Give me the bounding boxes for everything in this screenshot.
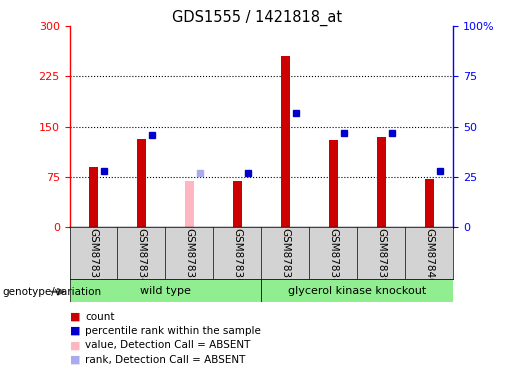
Bar [261, 279, 453, 302]
Text: GSM87836: GSM87836 [232, 228, 243, 285]
Text: GSM87833: GSM87833 [89, 228, 98, 285]
Bar [185, 182, 194, 227]
Bar [281, 56, 289, 227]
Text: percentile rank within the sample: percentile rank within the sample [85, 326, 261, 336]
Text: rank, Detection Call = ABSENT: rank, Detection Call = ABSENT [85, 355, 245, 364]
Text: GSM87834: GSM87834 [136, 228, 146, 285]
Text: ■: ■ [70, 355, 80, 364]
Text: GSM87835: GSM87835 [184, 228, 195, 285]
Text: ■: ■ [70, 326, 80, 336]
Text: ■: ■ [70, 340, 80, 350]
Bar [137, 139, 146, 227]
Bar [329, 140, 338, 227]
Text: GDS1555 / 1421818_at: GDS1555 / 1421818_at [173, 9, 342, 26]
Bar [377, 136, 386, 227]
Text: value, Detection Call = ABSENT: value, Detection Call = ABSENT [85, 340, 250, 350]
Text: glycerol kinase knockout: glycerol kinase knockout [288, 286, 426, 296]
Text: count: count [85, 312, 114, 322]
Bar [233, 182, 242, 227]
Bar [89, 166, 98, 227]
Text: wild type: wild type [140, 286, 191, 296]
Text: GSM87840: GSM87840 [424, 228, 434, 285]
Text: GSM87839: GSM87839 [376, 228, 386, 285]
Bar [425, 179, 434, 227]
Text: GSM87838: GSM87838 [328, 228, 338, 285]
Text: GSM87837: GSM87837 [280, 228, 290, 285]
Text: ■: ■ [70, 312, 80, 322]
Bar [70, 279, 261, 302]
Text: genotype/variation: genotype/variation [3, 287, 101, 297]
